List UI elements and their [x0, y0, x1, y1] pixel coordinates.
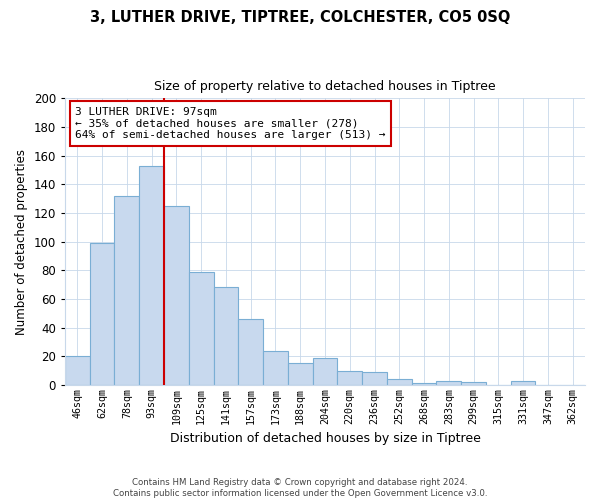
Bar [313, 358, 337, 385]
Y-axis label: Number of detached properties: Number of detached properties [15, 148, 28, 334]
Bar [436, 380, 461, 385]
Bar [189, 272, 214, 385]
Bar [412, 384, 436, 385]
Bar [263, 350, 288, 385]
Bar [214, 288, 238, 385]
Bar [139, 166, 164, 385]
X-axis label: Distribution of detached houses by size in Tiptree: Distribution of detached houses by size … [170, 432, 481, 445]
Bar [362, 372, 387, 385]
Bar [238, 319, 263, 385]
Bar [90, 243, 115, 385]
Bar [115, 196, 139, 385]
Bar [461, 382, 486, 385]
Text: Contains HM Land Registry data © Crown copyright and database right 2024.
Contai: Contains HM Land Registry data © Crown c… [113, 478, 487, 498]
Text: 3, LUTHER DRIVE, TIPTREE, COLCHESTER, CO5 0SQ: 3, LUTHER DRIVE, TIPTREE, COLCHESTER, CO… [90, 10, 510, 25]
Bar [337, 370, 362, 385]
Bar [164, 206, 189, 385]
Bar [288, 364, 313, 385]
Bar [511, 380, 535, 385]
Title: Size of property relative to detached houses in Tiptree: Size of property relative to detached ho… [154, 80, 496, 93]
Text: 3 LUTHER DRIVE: 97sqm
← 35% of detached houses are smaller (278)
64% of semi-det: 3 LUTHER DRIVE: 97sqm ← 35% of detached … [76, 107, 386, 140]
Bar [65, 356, 90, 385]
Bar [387, 379, 412, 385]
